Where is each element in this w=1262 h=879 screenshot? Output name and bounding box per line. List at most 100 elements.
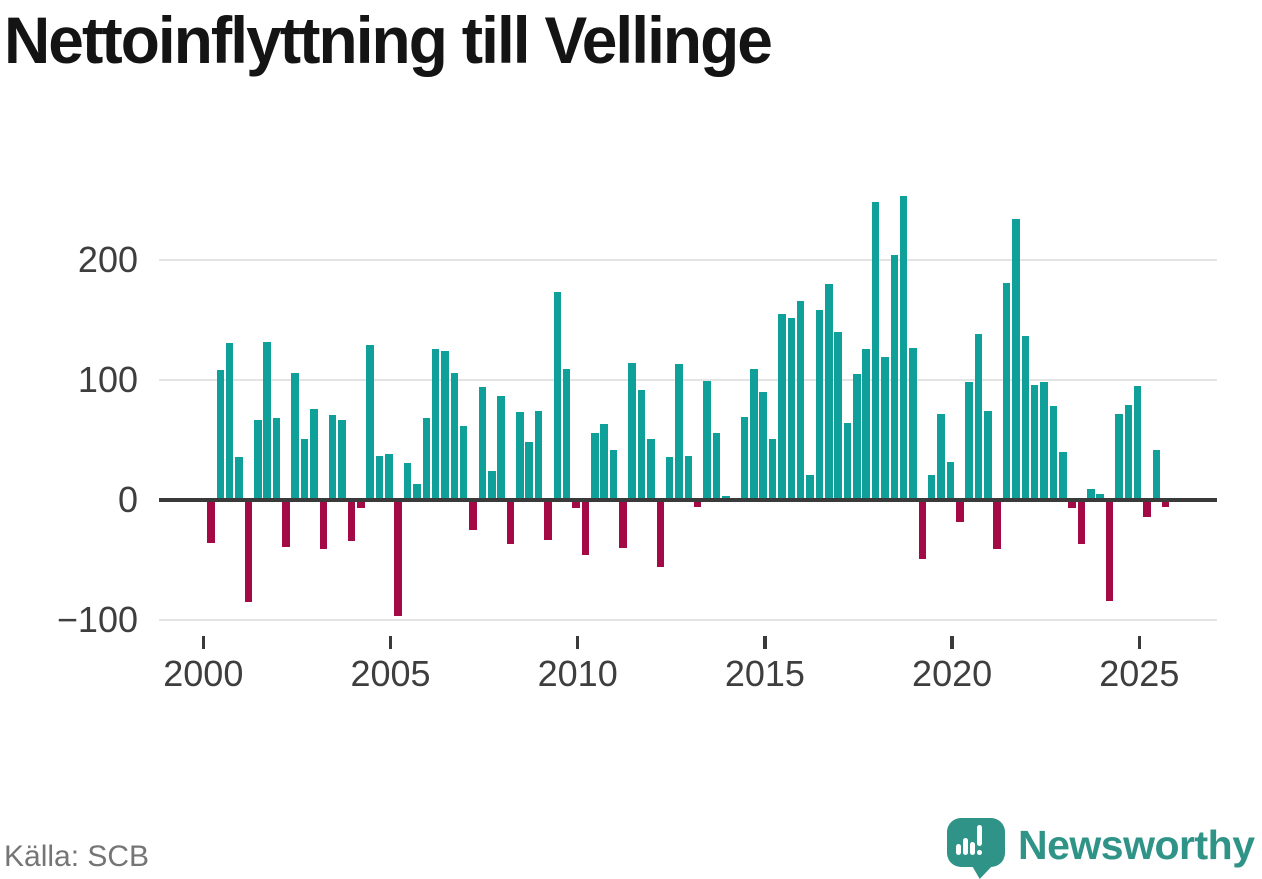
logo-bar-icon <box>963 838 968 855</box>
bar-positive <box>834 332 842 500</box>
bar-positive <box>1040 382 1048 500</box>
x-tick-mark <box>575 636 580 649</box>
logo-exclamation-icon <box>977 825 982 846</box>
bar-positive <box>216 370 225 500</box>
bar-positive <box>263 341 271 500</box>
zero-baseline <box>159 498 1217 502</box>
bar-positive <box>1059 452 1067 500</box>
bar-positive <box>534 411 543 500</box>
bar-negative <box>1161 500 1170 508</box>
bar-negative <box>347 500 356 541</box>
bar-positive <box>1030 384 1039 500</box>
bar-positive <box>927 474 936 500</box>
newsworthy-speech-bubble-icon <box>947 812 1005 879</box>
bar-positive <box>562 369 571 500</box>
bar-positive <box>1021 335 1030 500</box>
bar-positive <box>740 417 749 500</box>
bar-positive <box>984 411 992 500</box>
bar-negative <box>1143 500 1151 517</box>
bar-negative <box>1077 500 1086 545</box>
bar-positive <box>881 357 889 500</box>
bar-positive <box>909 347 917 500</box>
bar-positive <box>853 374 861 500</box>
bar-negative <box>1105 500 1114 601</box>
bar-negative <box>656 500 665 568</box>
bar-positive <box>712 432 721 500</box>
source-label: Källa: SCB <box>4 840 150 873</box>
bar-negative <box>506 500 515 545</box>
gridline <box>159 259 1217 261</box>
bar-positive <box>497 395 505 500</box>
bar-positive <box>899 196 908 500</box>
bar-positive <box>450 372 459 500</box>
chart-title: Nettoinflyttning till Vellinge <box>4 3 773 77</box>
bar-positive <box>628 363 636 500</box>
bar-positive <box>291 372 299 500</box>
bar-positive <box>778 314 786 500</box>
bar-positive <box>684 455 693 500</box>
bar-negative <box>357 500 365 509</box>
logo-bar-icon <box>956 844 961 855</box>
bar-positive <box>553 292 562 500</box>
bar-positive <box>300 438 309 500</box>
x-tick-mark <box>201 636 206 649</box>
bar-positive <box>385 454 393 500</box>
bar-positive <box>310 408 318 500</box>
bar-positive <box>254 419 262 500</box>
bar-negative <box>693 500 702 508</box>
x-tick-label: 2020 <box>912 653 993 694</box>
bar-positive <box>759 392 767 500</box>
bar-positive <box>675 364 683 500</box>
y-tick-label: −100 <box>56 599 138 640</box>
logo-exclamation-dot-icon <box>977 850 982 855</box>
bar-positive <box>413 484 421 500</box>
bar-positive <box>1002 282 1011 500</box>
bar-positive <box>825 284 833 500</box>
logo-bar-icon <box>970 842 975 855</box>
bar-positive <box>965 382 973 500</box>
x-tick-label: 2025 <box>1099 653 1180 694</box>
bar-positive <box>768 438 777 500</box>
bar-positive <box>806 474 814 500</box>
bar-positive <box>235 456 243 500</box>
bar-positive <box>272 418 281 500</box>
gridline <box>159 379 1217 381</box>
bar-positive <box>1087 489 1095 500</box>
bar-negative <box>956 500 964 522</box>
y-tick-label: 0 <box>117 479 138 520</box>
bar-negative <box>207 500 215 544</box>
bar-positive <box>525 442 533 500</box>
bar-positive <box>1115 413 1123 500</box>
bar-negative <box>394 500 402 617</box>
bar-positive <box>431 348 440 500</box>
bar-positive <box>338 419 346 500</box>
bar-positive <box>478 387 487 500</box>
bar-positive <box>862 348 870 500</box>
x-tick-mark <box>388 636 393 649</box>
x-tick-mark <box>763 636 767 649</box>
gridline <box>159 619 1217 621</box>
bar-positive <box>459 425 468 500</box>
bar-positive <box>946 461 955 500</box>
x-tick-label: 2000 <box>163 653 244 694</box>
bar-negative <box>619 500 627 548</box>
bar-positive <box>787 317 796 500</box>
bar-positive <box>647 438 655 500</box>
bar-positive <box>591 432 599 500</box>
bar-negative <box>1068 500 1076 509</box>
bar-negative <box>581 500 590 556</box>
bar-positive <box>937 413 945 500</box>
y-tick-label: 100 <box>77 359 138 400</box>
bar-positive <box>890 255 899 500</box>
bar-negative <box>572 500 580 509</box>
bar-positive <box>1124 405 1133 500</box>
newsworthy-logo: Newsworthy <box>947 812 1255 879</box>
x-tick-label: 2010 <box>537 653 618 694</box>
bar-positive <box>1133 386 1142 500</box>
bar-positive <box>843 423 852 500</box>
bar-positive <box>516 412 524 500</box>
bar-positive <box>815 310 824 500</box>
bar-positive <box>403 462 412 500</box>
bar-positive <box>750 369 758 500</box>
